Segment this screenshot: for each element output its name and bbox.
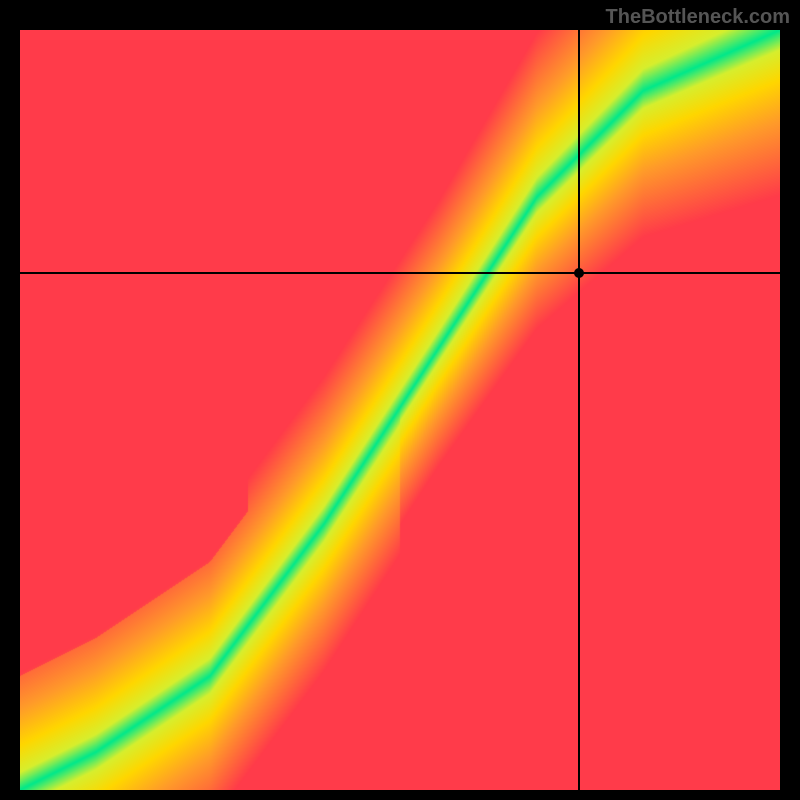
bottleneck-heatmap <box>20 30 780 790</box>
crosshair-horizontal <box>20 272 780 274</box>
watermark-text: TheBottleneck.com <box>606 6 790 29</box>
crosshair-point <box>574 268 584 278</box>
crosshair-vertical <box>578 30 580 790</box>
heatmap-canvas <box>20 30 780 790</box>
